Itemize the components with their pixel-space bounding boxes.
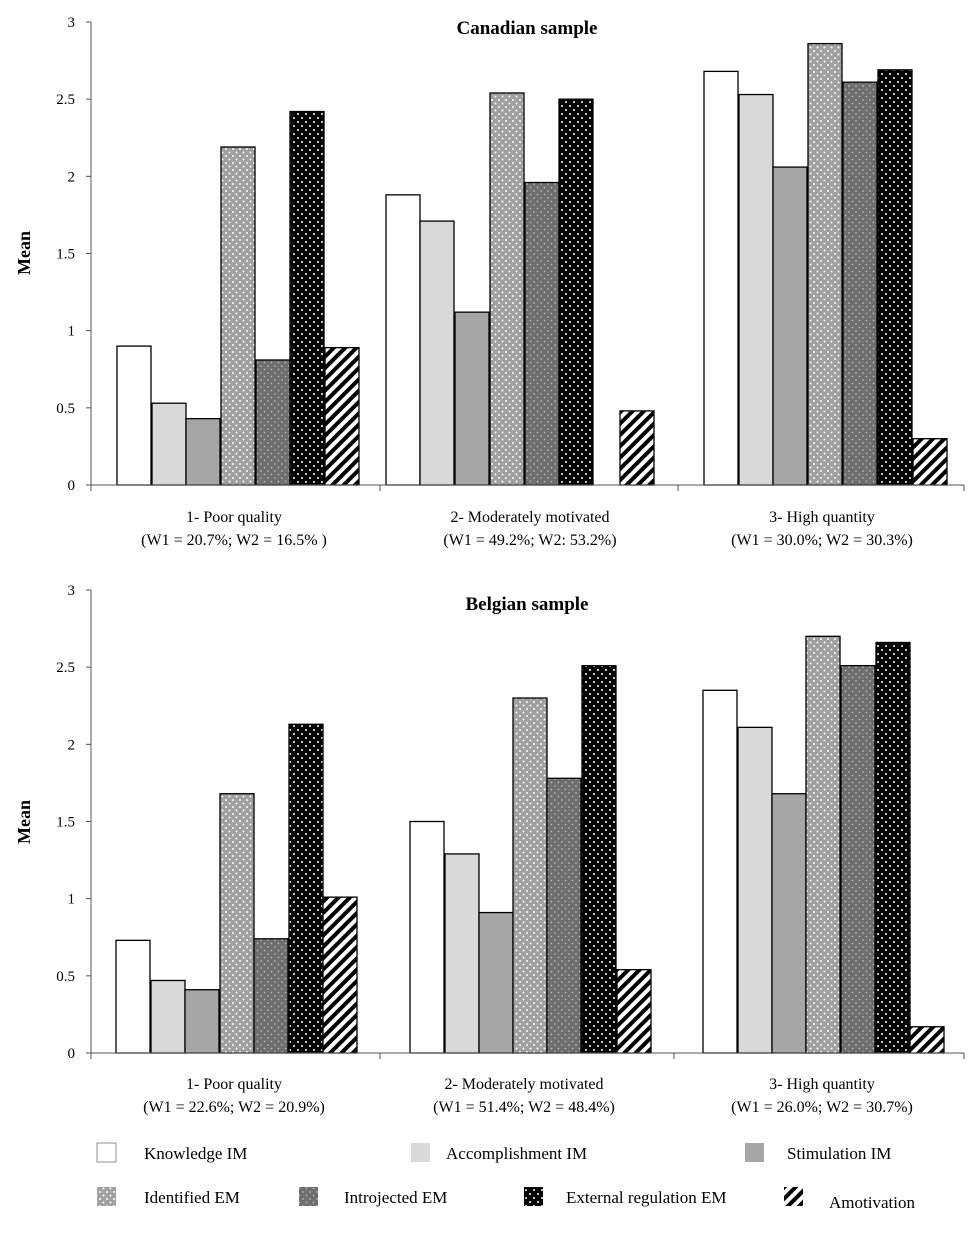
legend-label-external: External regulation EM [566,1188,727,1207]
bar-accomplishment-group-2 [419,220,455,486]
bar-accomplishment-group-2 [444,853,480,1054]
bar-stimulation-group-3 [771,793,807,1054]
bar-accomplishment-group-1 [151,402,187,486]
bar-stimulation-group-1 [185,417,221,486]
bar-stimulation-group-2 [478,911,514,1054]
category-sublabel-2: (W1 = 51.4%; W2 = 48.4%) [433,1099,615,1116]
bar-amotivation-group-2 [619,410,655,486]
y-tick-label: 3 [68,15,76,31]
bar-identified-group-1 [220,146,256,486]
legend-swatch-external [524,1187,543,1206]
legend-swatch-introjected [299,1187,318,1206]
legend-label-accomplishment: Accomplishment IM [446,1144,587,1163]
category-label-3: 3- High quantity [769,509,875,526]
category-label-1: 1- Poor quality [186,1076,282,1093]
legend-swatch-accomplishment [411,1143,430,1162]
belgian-chart: 0 0.5 1 1.5 2 2.5 3 1- Poor quality (W1 = 22.6%;… [14,583,965,1116]
category-sublabel-1: (W1 = 22.6%; W2 = 20.9%) [143,1099,325,1116]
category-label-3: 3- High quantity [769,1076,875,1093]
bar-knowledge-group-3 [702,689,738,1054]
category-sublabel-1: (W1 = 20.7%; W2 = 16.5% ) [141,532,327,549]
category-sublabel-3: (W1 = 30.0%; W2 = 30.3%) [731,532,913,549]
category-sublabel-3: (W1 = 26.0%; W2 = 30.7%) [731,1099,913,1116]
bar-amotivation-group-1 [324,346,360,486]
bar-stimulation-group-1 [184,989,220,1054]
bar-knowledge-group-1 [116,345,152,486]
y-tick-label: 2 [68,169,76,185]
bar-knowledge-group-2 [385,194,421,486]
bar-external-group-3 [877,69,913,486]
bar-external-group-2 [558,98,594,486]
bar-amotivation-group-3 [912,438,948,486]
bar-identified-group-2 [512,697,548,1054]
bar-external-group-2 [581,664,617,1054]
y-tick-label: 1 [68,324,76,340]
legend-label-identified: Identified EM [144,1188,240,1207]
bar-introjected-group-1 [255,359,291,486]
bar-external-group-1 [288,723,324,1054]
y-tick-label: 0 [68,478,76,494]
category-label-1: 1- Poor quality [186,509,282,526]
legend-label-knowledge: Knowledge IM [144,1144,247,1163]
y-tick-label: 1 [68,892,76,908]
legend-label-amotivation: Amotivation [829,1193,915,1212]
bar-stimulation-group-2 [454,311,490,486]
legend-label-stimulation: Stimulation IM [787,1144,891,1163]
y-tick-label: 2 [68,737,76,753]
bar-external-group-1 [289,110,325,486]
bar-introjected-group-2 [546,777,582,1054]
legend-swatch-stimulation [745,1143,764,1162]
y-tick-label: 0.5 [56,401,75,417]
bar-identified-group-3 [805,635,841,1054]
bar-accomplishment-group-3 [738,93,774,486]
bar-introjected-group-1 [253,938,289,1054]
bar-amotivation-group-1 [322,896,358,1054]
bar-knowledge-group-2 [409,820,445,1054]
legend-swatch-amotivation [784,1187,803,1206]
bar-knowledge-group-3 [703,70,739,486]
legend: Knowledge IM Accomplishment IM Stimulation… [96,1142,915,1212]
y-tick-label: 3 [68,583,76,599]
bar-identified-group-3 [807,42,843,486]
legend-swatch-knowledge [96,1142,117,1163]
bar-amotivation-group-2 [616,969,652,1054]
bar-accomplishment-group-1 [150,979,186,1054]
bar-external-group-3 [875,641,911,1054]
bar-amotivation-group-3 [909,1026,945,1054]
category-label-2: 2- Moderately motivated [450,509,609,526]
y-tick-label: 0.5 [56,969,75,985]
y-tick-label: 1.5 [56,247,75,263]
y-axis-label: Mean [14,231,34,275]
bar-introjected-group-3 [840,664,876,1054]
chart-title: Belgian sample [466,594,589,615]
bar-identified-group-1 [219,793,255,1054]
bar-knowledge-group-1 [115,939,151,1054]
y-tick-label: 1.5 [56,815,75,831]
category-label-2: 2- Moderately motivated [444,1076,603,1093]
legend-swatch-identified [97,1187,116,1206]
y-axis-label: Mean [14,800,34,844]
y-tick-label: 2.5 [56,92,75,108]
category-sublabel-2: (W1 = 49.2%; W2: 53.2%) [443,532,616,549]
legend-label-introjected: Introjected EM [344,1188,447,1207]
y-tick-label: 2.5 [56,660,75,676]
y-tick-label: 0 [68,1046,76,1062]
chart-title: Canadian sample [457,18,598,39]
bar-stimulation-group-3 [772,166,808,486]
bar-introjected-group-3 [842,81,878,486]
bar-introjected-group-2 [524,181,560,486]
bar-identified-group-2 [489,92,525,486]
canadian-chart: 0 0.5 1 1.5 2 2.5 3 1- Poor quality (W1 = 20.7%;… [14,15,965,549]
bar-accomplishment-group-3 [737,726,773,1054]
